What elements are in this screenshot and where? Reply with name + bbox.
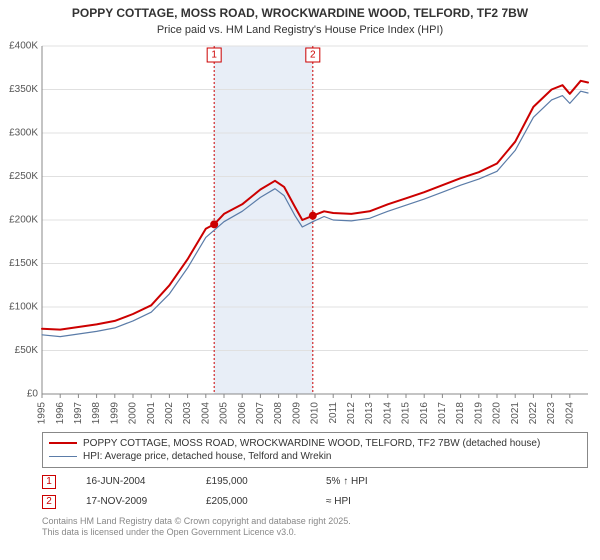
x-tick-label: 2019 bbox=[473, 401, 484, 424]
y-tick-label: £400K bbox=[9, 40, 38, 51]
legend-item: HPI: Average price, detached house, Telf… bbox=[49, 450, 581, 463]
chart-subtitle: Price paid vs. HM Land Registry's House … bbox=[0, 24, 600, 40]
x-tick-label: 2005 bbox=[219, 401, 230, 424]
x-tick-label: 2006 bbox=[237, 401, 248, 424]
x-tick-label: 2022 bbox=[528, 401, 539, 424]
event-row: 2 17-NOV-2009 £205,000 ≈ HPI bbox=[42, 492, 588, 512]
x-tick-label: 2023 bbox=[546, 401, 557, 424]
y-tick-label: £300K bbox=[9, 127, 38, 138]
y-tick-label: £350K bbox=[9, 84, 38, 95]
x-tick-label: 2002 bbox=[164, 401, 175, 424]
x-tick-label: 2021 bbox=[510, 401, 521, 424]
event-pct: 5% ↑ HPI bbox=[326, 476, 416, 487]
footer-attribution: Contains HM Land Registry data © Crown c… bbox=[42, 516, 588, 539]
x-tick-label: 2018 bbox=[455, 401, 466, 424]
legend-swatch bbox=[49, 442, 77, 444]
x-tick-label: 2010 bbox=[310, 401, 321, 424]
chart-area: £0 £50K £100K £150K £200K £250K £300K £350K £400… bbox=[0, 40, 600, 430]
sale-point bbox=[309, 211, 317, 219]
x-tick-label: 2009 bbox=[291, 401, 302, 424]
series-property bbox=[42, 80, 588, 329]
x-tick-label: 2013 bbox=[364, 401, 375, 424]
x-tick-label: 1998 bbox=[91, 401, 102, 424]
event-marker-number: 1 bbox=[211, 49, 217, 60]
footer-line-1: Contains HM Land Registry data © Crown c… bbox=[42, 516, 588, 528]
event-date: 16-JUN-2004 bbox=[86, 476, 176, 487]
x-tick-label: 1997 bbox=[73, 401, 84, 424]
y-tick-label: £150K bbox=[9, 258, 38, 269]
legend-swatch bbox=[49, 456, 77, 457]
event-row: 1 16-JUN-2004 £195,000 5% ↑ HPI bbox=[42, 472, 588, 492]
y-tick-label: £200K bbox=[9, 214, 38, 225]
event-date: 17-NOV-2009 bbox=[86, 496, 176, 507]
x-tick-label: 2008 bbox=[273, 401, 284, 424]
y-tick-label: £100K bbox=[9, 301, 38, 312]
event-price: £205,000 bbox=[206, 496, 296, 507]
x-tick-label: 2012 bbox=[346, 401, 357, 424]
x-tick-label: 2015 bbox=[401, 401, 412, 424]
x-tick-label: 2003 bbox=[182, 401, 193, 424]
x-tick-label: 2011 bbox=[328, 401, 339, 423]
legend-label: POPPY COTTAGE, MOSS ROAD, WROCKWARDINE W… bbox=[83, 438, 540, 449]
x-tick-label: 2020 bbox=[492, 401, 503, 424]
event-price: £195,000 bbox=[206, 476, 296, 487]
events-table: 1 16-JUN-2004 £195,000 5% ↑ HPI 2 17-NOV-2009… bbox=[42, 472, 588, 512]
x-tick-label: 2007 bbox=[255, 401, 266, 424]
y-tick-label: £0 bbox=[27, 388, 39, 399]
x-tick-label: 2014 bbox=[382, 401, 393, 424]
legend-item: POPPY COTTAGE, MOSS ROAD, WROCKWARDINE W… bbox=[49, 437, 581, 450]
sale-point bbox=[210, 220, 218, 228]
event-marker-number: 2 bbox=[310, 49, 316, 60]
x-tick-label: 2016 bbox=[419, 401, 430, 424]
line-chart-svg: £0 £50K £100K £150K £200K £250K £300K £350K £400… bbox=[0, 40, 600, 430]
x-tick-label: 2001 bbox=[146, 401, 157, 424]
x-tick-label: 1996 bbox=[55, 401, 66, 424]
y-tick-label: £250K bbox=[9, 171, 38, 182]
legend-box: POPPY COTTAGE, MOSS ROAD, WROCKWARDINE W… bbox=[42, 432, 588, 468]
x-tick-label: 2000 bbox=[128, 401, 139, 424]
event-marker-badge: 2 bbox=[42, 495, 56, 509]
legend-label: HPI: Average price, detached house, Telf… bbox=[83, 451, 332, 462]
footer-line-2: This data is licensed under the Open Gov… bbox=[42, 527, 588, 539]
chart-title: POPPY COTTAGE, MOSS ROAD, WROCKWARDINE W… bbox=[0, 0, 600, 24]
x-tick-label: 2004 bbox=[200, 401, 211, 424]
event-pct: ≈ HPI bbox=[326, 496, 416, 507]
event-marker-badge: 1 bbox=[42, 475, 56, 489]
x-tick-label: 1995 bbox=[37, 401, 48, 424]
x-tick-label: 1999 bbox=[109, 401, 120, 424]
y-tick-label: £50K bbox=[15, 345, 39, 356]
x-tick-label: 2017 bbox=[437, 401, 448, 424]
x-tick-label: 2024 bbox=[564, 401, 575, 424]
